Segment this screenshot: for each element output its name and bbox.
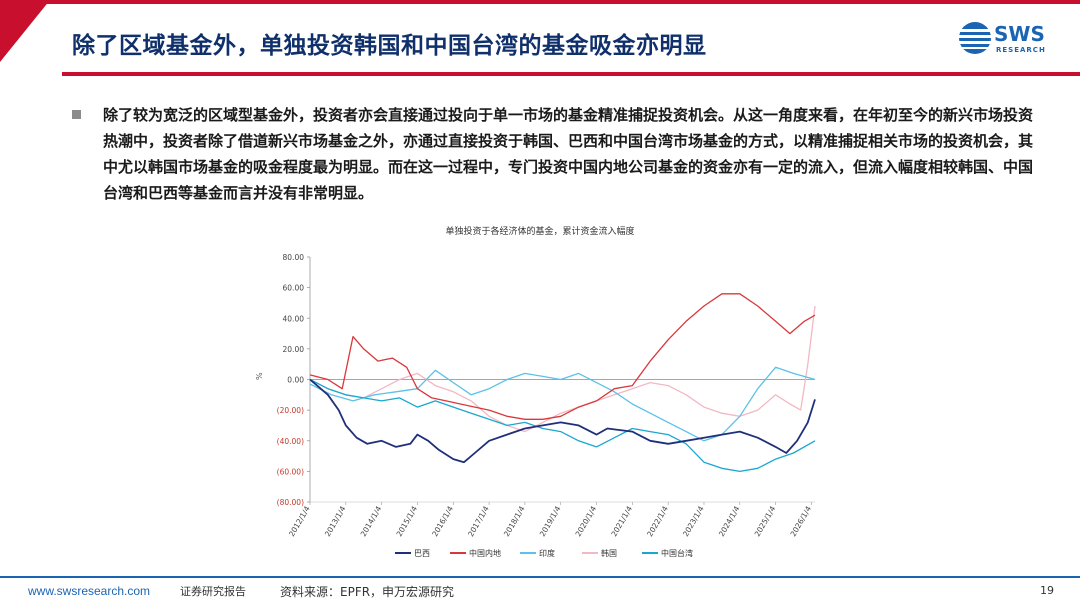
y-tick-label: 60.00	[283, 284, 305, 293]
corner-triangle	[0, 0, 50, 62]
series-line-0	[309, 378, 816, 464]
x-tick-label: 2024/1/4	[717, 504, 742, 538]
y-axis-label: %	[255, 372, 264, 380]
x-tick-label: 2020/1/4	[574, 504, 599, 538]
legend-label: 巴西	[414, 549, 430, 558]
x-tick-label: 2014/1/4	[359, 504, 384, 538]
x-tick-label: 2019/1/4	[538, 504, 563, 538]
logo-globe-icon	[959, 22, 991, 54]
x-tick-label: 2012/1/4	[287, 504, 312, 538]
slide-title: 除了区域基金外，单独投资韩国和中国台湾的基金吸金亦明显	[72, 33, 707, 59]
legend-label: 印度	[539, 548, 555, 558]
x-tick-label: 2023/1/4	[681, 504, 706, 538]
x-tick-label: 2013/1/4	[323, 504, 348, 538]
x-tick-label: 2021/1/4	[609, 504, 634, 538]
fund-flow-chart: 单独投资于各经济体的基金，累计资金流入幅度 80.00 60.00 40.00 20.…	[255, 225, 816, 558]
y-tick-label: 40.00	[283, 314, 305, 323]
series-line-3	[309, 305, 816, 433]
x-tick-label: 2022/1/4	[645, 504, 670, 538]
footer-rule	[0, 576, 1080, 578]
y-tick-label: (40.00)	[277, 437, 304, 446]
logo-text: SWS	[994, 22, 1045, 46]
footer-source: 资料来源：EPFR，申万宏源研究	[280, 585, 455, 599]
y-tick-label: 80.00	[283, 253, 305, 262]
y-tick-label: (60.00)	[277, 467, 304, 476]
page-number: 19	[1040, 584, 1054, 597]
series-line-4	[309, 378, 816, 473]
chart-title: 单独投资于各经济体的基金，累计资金流入幅度	[445, 225, 634, 237]
sws-logo: SWS RESEARCH	[958, 20, 1068, 60]
y-tick-label: 0.00	[287, 376, 304, 385]
y-tick-label: (80.00)	[277, 498, 304, 507]
x-tick-label: 2018/1/4	[502, 504, 527, 538]
legend-label: 中国台湾	[661, 548, 693, 558]
x-tick-label: 2026/1/4	[789, 504, 814, 538]
x-tick-label: 2016/1/4	[430, 504, 455, 538]
series-line-1	[309, 293, 816, 420]
legend-label: 韩国	[601, 548, 617, 558]
footer-report-tag: 证券研究报告	[180, 585, 246, 598]
title-underline	[62, 72, 1080, 76]
x-tick-label: 2017/1/4	[466, 504, 491, 538]
top-accent-bar	[0, 0, 1080, 4]
y-tick-label: 20.00	[283, 345, 305, 354]
x-tick-label: 2015/1/4	[395, 504, 420, 538]
y-tick-label: (20.00)	[277, 406, 304, 415]
footer-url-link[interactable]: www.swsresearch.com	[28, 584, 151, 598]
logo-subtext: RESEARCH	[996, 46, 1046, 54]
body-paragraph: 除了较为宽泛的区域型基金外，投资者亦会直接通过投向于单一市场的基金精准捕捉投资机…	[103, 106, 1034, 202]
legend-label: 中国内地	[469, 548, 501, 558]
bullet-square-icon	[72, 110, 81, 119]
x-tick-label: 2025/1/4	[753, 504, 778, 538]
series-line-2	[309, 366, 816, 442]
